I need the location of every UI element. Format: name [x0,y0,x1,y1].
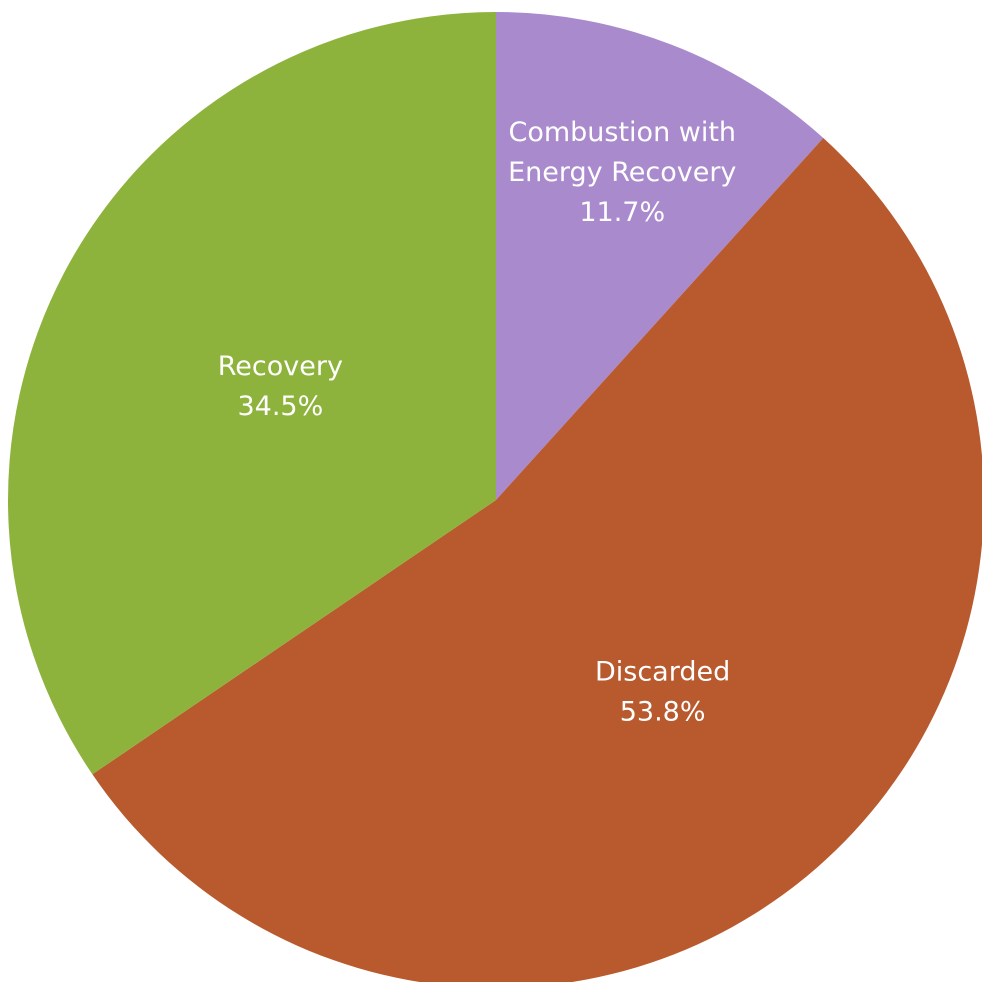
pie-slice-1 [92,138,982,982]
slice-label-0-line-0: Combustion with [508,117,736,148]
slice-label-0-line-1: Energy Recovery [508,157,736,188]
slices-layer [8,12,982,982]
slice-value-label-2: 34.5% [237,391,323,422]
pie-slice-0 [496,12,824,500]
slice-label-group-2: Recovery 34.5% [218,351,343,422]
labels-layer: Combustion with Energy Recovery 11.7% Disca… [218,117,737,727]
slice-label-1-line-0: Discarded [595,656,730,687]
slice-label-group-1: Discarded 53.8% [595,656,730,727]
slice-value-label-0: 11.7% [579,197,665,228]
slice-value-label-1: 53.8% [620,696,706,727]
pie-slice-2 [8,12,497,775]
slice-label-2-line-0: Recovery [218,351,343,382]
slice-label-group-0: Combustion with Energy Recovery 11.7% [508,117,736,228]
